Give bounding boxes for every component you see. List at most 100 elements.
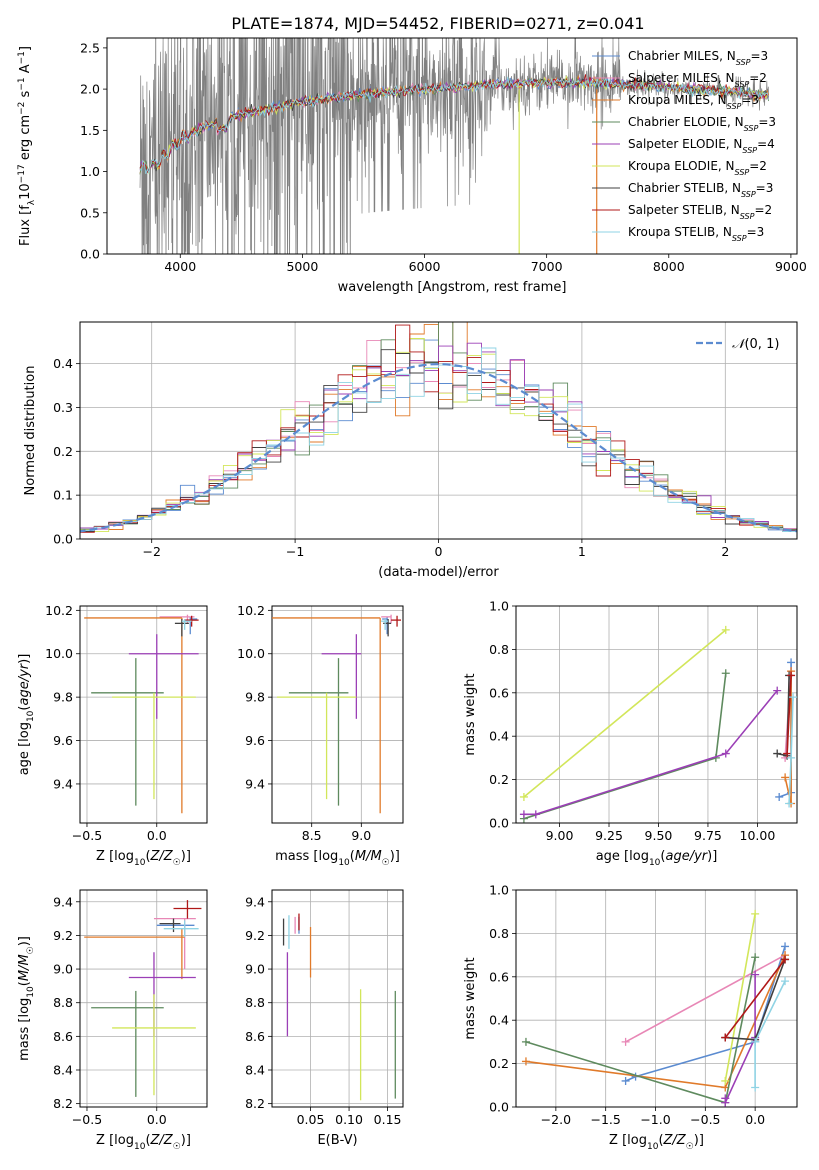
x-tick-label: −1.0: [640, 1112, 670, 1127]
y-tick-label: 0.2: [489, 1056, 509, 1071]
y-tick-label: 0.6: [489, 685, 509, 700]
y-tick-label: 8.6: [245, 1029, 265, 1044]
mass-weight-line: [786, 675, 792, 754]
y-tick-label: 9.6: [53, 733, 73, 748]
mass-weight-marker: [781, 955, 790, 964]
x-tick-label: 8000: [653, 259, 685, 274]
y-tick-label: 1.0: [489, 883, 509, 898]
y-axis-label: mass weight: [463, 957, 478, 1039]
legend-label: Kroupa STELIB, NSSP=3: [628, 225, 764, 243]
y-tick-label: 0.8: [489, 926, 509, 941]
x-tick-label: −1.5: [591, 1112, 621, 1127]
y-tick-label: 8.2: [53, 1096, 73, 1111]
x-tick-label: 6000: [409, 259, 441, 274]
mass-weight-marker: [721, 1076, 730, 1085]
x-tick-label: −2.0: [541, 1112, 571, 1127]
legend-label: Chabrier ELODIE, NSSP=3: [628, 115, 776, 133]
mass-weight-marker: [721, 749, 730, 758]
x-axis-label: wavelength [Angstrom, rest frame]: [338, 280, 567, 295]
axes-frame: [79, 605, 208, 824]
x-tick-label: 9000: [775, 259, 807, 274]
y-tick-label: 0.1: [53, 488, 73, 503]
mass-weight-marker: [721, 1033, 730, 1042]
mass-weight-line: [724, 958, 786, 1039]
residuals-plot-area: [80, 322, 797, 535]
mass-weight-marker: [521, 1037, 530, 1046]
y-axis-label: Normed distribution: [23, 366, 38, 496]
y-tick-label: 8.2: [245, 1096, 265, 1111]
spectrum-legend: Chabrier MILES, NSSP=3 Salpeter MILES, NS…: [592, 49, 776, 243]
data-spectrum: [139, 38, 770, 254]
y-axis-label: age [log10(age/yr)]: [17, 654, 36, 776]
x-axis-label: E(B-V): [317, 1133, 357, 1148]
model-spectrum: [139, 76, 770, 175]
mass-weight-marker: [751, 1083, 760, 1092]
y-tick-label: 2.0: [80, 82, 100, 97]
line-area: [519, 625, 798, 823]
axes-frame: [106, 37, 798, 255]
y-tick-label: 0.2: [489, 772, 509, 787]
mass-weight-marker: [751, 970, 760, 979]
y-tick-label: 9.0: [53, 962, 73, 977]
mass-weight-marker: [751, 953, 760, 962]
mass-weight-marker: [751, 909, 760, 918]
mass-weight-marker: [721, 625, 730, 634]
y-tick-label: 9.8: [53, 690, 73, 705]
mass-weight-marker: [787, 671, 796, 680]
y-tick-label: 8.4: [53, 1062, 73, 1077]
mass-weight-marker: [531, 810, 540, 819]
x-tick-label: −0.5: [72, 828, 102, 843]
mass-weight-marker: [783, 749, 792, 758]
y-tick-label: 10.0: [237, 646, 265, 661]
mass-weight-marker: [785, 799, 794, 808]
mass-weight-marker: [751, 1037, 760, 1046]
y-tick-label: 0.6: [489, 969, 509, 984]
x-tick-label: 0.0: [147, 828, 167, 843]
age-vs-Z-panel: −0.5 0.0 9.4 9.6 9.8 10.0 10.2 Z [log10(Z/Z☉)] a…: [17, 603, 208, 868]
panels: 4000 5000 6000 7000 8000 9000 0.0 0.5 1.0 1.5 2.0 2…: [17, 37, 807, 1152]
line-area: [521, 909, 790, 1107]
y-tick-label: 2.5: [80, 40, 100, 55]
mass-weight-line: [724, 913, 756, 1082]
mass-weight-marker: [721, 1098, 730, 1107]
x-tick-label: −1: [286, 544, 304, 559]
figure-title: PLATE=1874, MJD=54452, FIBERID=0271, z=0…: [231, 14, 644, 33]
model-spectrum: [139, 74, 770, 173]
axes-frame: [515, 605, 798, 824]
y-tick-label: 8.4: [245, 1062, 265, 1077]
legend-label: Kroupa ELODIE, NSSP=2: [628, 159, 767, 177]
y-tick-label: 0.4: [489, 729, 509, 744]
x-tick-label: −0.5: [72, 1112, 102, 1127]
x-tick-label: 5000: [286, 259, 318, 274]
y-tick-label: 10.2: [45, 603, 73, 618]
mass-weight-marker: [781, 942, 790, 951]
x-tick-label: 0.10: [335, 1112, 363, 1127]
x-axis-label: mass [log10(M/M☉)]: [275, 849, 400, 868]
x-tick-label: 0: [435, 544, 443, 559]
x-tick-label: 1: [578, 544, 586, 559]
massweight-vs-age-panel: 9.00 9.25 9.50 9.75 10.00 0.0 0.2 0.4 0.6 0.8 1.0 a…: [463, 599, 798, 868]
errorbar-area: [272, 614, 402, 814]
axes-frame: [271, 889, 404, 1108]
y-tick-label: 10.2: [237, 603, 265, 618]
residuals-legend: 𝒩(0, 1): [696, 337, 779, 352]
spectrum-plot-area: [139, 38, 770, 254]
mass-weight-marker: [621, 1037, 630, 1046]
x-tick-label: −0.5: [690, 1112, 720, 1127]
mass-vs-EBV-panel: 0.05 0.10 0.15 8.2 8.4 8.6 8.8 9.0 9.2 9.4 E(B-V): [245, 889, 404, 1148]
y-tick-label: 8.8: [53, 995, 73, 1010]
y-tick-label: 0.0: [53, 532, 73, 547]
y-tick-label: 0.4: [489, 1013, 509, 1028]
y-tick-label: 9.2: [53, 928, 73, 943]
y-tick-label: 9.4: [53, 894, 73, 909]
x-tick-label: 0.15: [374, 1112, 402, 1127]
y-tick-label: 8.6: [53, 1029, 73, 1044]
y-tick-label: 1.0: [489, 599, 509, 614]
x-axis-label: Z [log10(Z/Z☉)]: [96, 849, 191, 868]
legend-label: Chabrier STELIB, NSSP=3: [628, 181, 773, 199]
axes-frame: [271, 605, 404, 824]
mass-weight-marker: [787, 753, 796, 762]
errorbar-area: [84, 614, 199, 814]
y-tick-label: 9.2: [245, 928, 265, 943]
